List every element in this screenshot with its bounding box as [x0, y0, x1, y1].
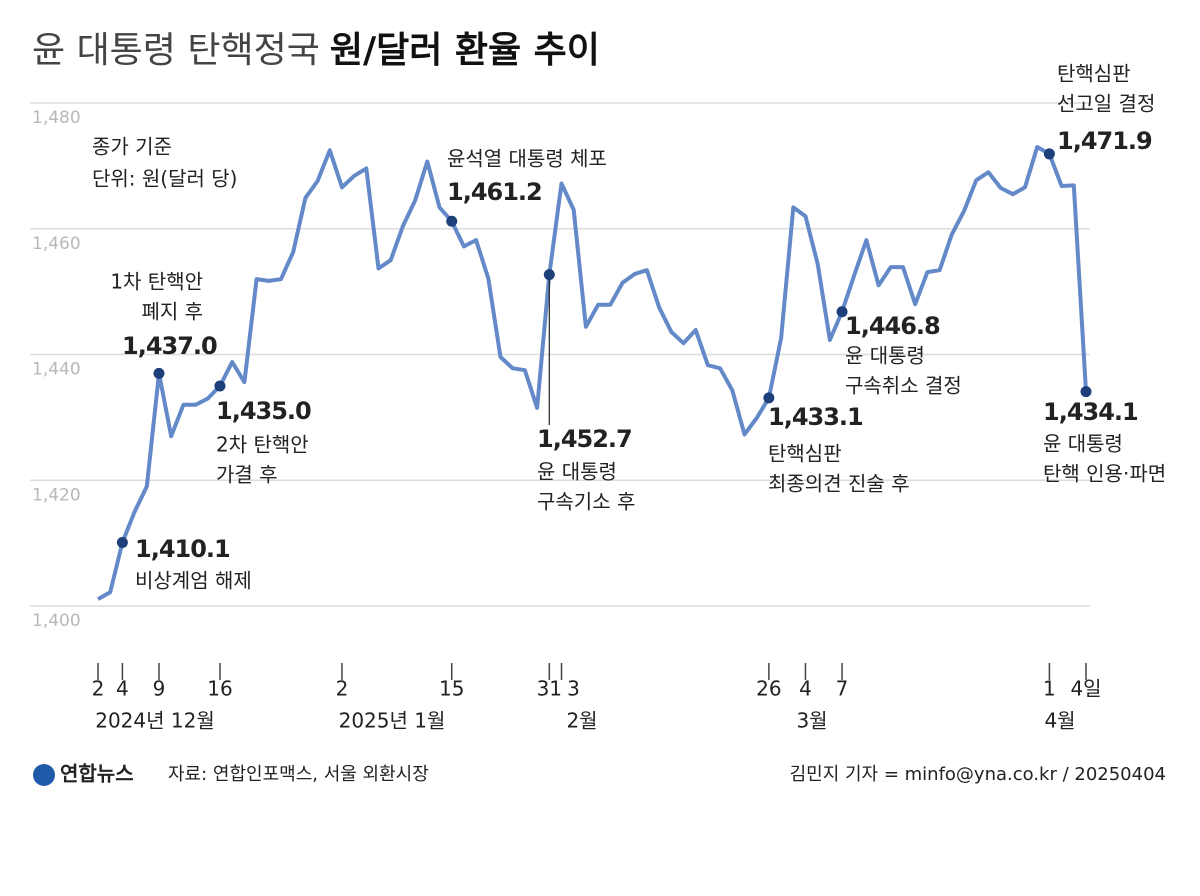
- point: [116, 536, 128, 548]
- annotation: 윤 대통령: [1043, 432, 1123, 456]
- value-label: 1,452.7: [537, 425, 632, 453]
- annotation: 구속취소 결정: [845, 374, 962, 398]
- annotation: 폐지 후: [141, 300, 203, 324]
- title-bold: 원/달러 환율 추이: [330, 30, 600, 71]
- x-tick-label: 4: [116, 677, 129, 701]
- value-label: 1,471.9: [1057, 127, 1152, 155]
- value-label: 1,410.1: [135, 535, 230, 563]
- annotation: 가결 후: [216, 463, 278, 487]
- value-label: 1,437.0: [122, 332, 217, 360]
- x-tick-label: 3: [567, 677, 580, 701]
- credit: 김민지 기자 = minfo@yna.co.kr / 20250404: [790, 764, 1166, 785]
- x-tick-label: 26: [756, 677, 781, 701]
- annotation: 윤 대통령: [845, 344, 925, 368]
- value-label: 1,434.1: [1043, 398, 1138, 426]
- x-tick-label: 2: [92, 677, 105, 701]
- annotation: 탄핵심판: [1057, 62, 1131, 86]
- value-label: 1,435.0: [216, 397, 311, 425]
- x-tick-label: 4일: [1070, 677, 1101, 701]
- point: [153, 367, 165, 379]
- annotation: 탄핵 인용·파면: [1043, 462, 1166, 486]
- point: [214, 380, 226, 392]
- y-tick-label: 1,440: [32, 360, 81, 380]
- x-tick-label: 15: [439, 677, 464, 701]
- x-tick-label: 9: [153, 677, 166, 701]
- annotation: 탄핵심판: [768, 442, 842, 466]
- point: [1043, 148, 1055, 160]
- point: [763, 392, 775, 404]
- line: [97, 145, 1088, 601]
- y-tick-label: 1,460: [32, 234, 81, 254]
- month-label: 2024년 12월: [95, 709, 215, 733]
- month-label: 3월: [796, 709, 827, 733]
- x-tick-label: 2: [336, 677, 349, 701]
- x-tick-label: 7: [836, 677, 849, 701]
- note: 종가 기준: [92, 135, 172, 159]
- value-label: 1,461.2: [447, 178, 542, 206]
- value-label: 1,433.1: [768, 403, 863, 431]
- x-tick-label: 16: [207, 677, 232, 701]
- note: 단위: 원(달러 당): [92, 167, 237, 191]
- x-tick-label: 1: [1043, 677, 1056, 701]
- month-label: 2월: [566, 709, 597, 733]
- y-tick-label: 1,420: [32, 485, 81, 505]
- annotation: 2차 탄핵안: [216, 433, 309, 457]
- y-tick-label: 1,400: [32, 611, 81, 631]
- annotation: 비상계엄 해제: [135, 569, 252, 593]
- annotation: 선고일 결정: [1057, 92, 1155, 116]
- point: [446, 215, 458, 227]
- logo-text: 연합뉴스: [60, 762, 134, 786]
- annotation: 윤석열 대통령 체포: [447, 147, 607, 171]
- annotation: 1차 탄핵안: [110, 270, 203, 294]
- point: [836, 306, 848, 318]
- month-label: 4월: [1044, 709, 1075, 733]
- x-tick-label: 31: [537, 677, 562, 701]
- chart-title: 윤 대통령 탄핵정국 원/달러 환율 추이: [32, 30, 600, 71]
- y-tick-label: 1,480: [32, 108, 81, 128]
- logo-mark: [33, 764, 55, 786]
- annotation: 윤 대통령: [537, 460, 617, 484]
- annotation: 최종의견 진술 후: [768, 472, 910, 496]
- source: 자료: 연합인포맥스, 서울 외환시장: [168, 764, 429, 785]
- title-light: 윤 대통령 탄핵정국: [32, 30, 320, 71]
- annotation: 구속기소 후: [537, 490, 635, 514]
- value-label: 1,446.8: [845, 312, 940, 340]
- logo: 연합뉴스: [33, 762, 134, 786]
- x-tick-label: 4: [799, 677, 812, 701]
- month-label: 2025년 1월: [339, 709, 446, 733]
- point: [543, 269, 555, 281]
- point: [1080, 386, 1092, 398]
